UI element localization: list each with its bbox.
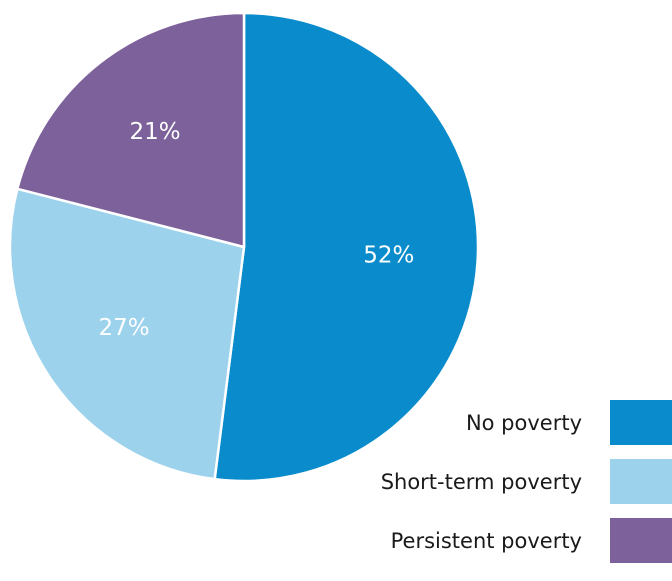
legend-label-persistent-poverty: Persistent poverty [390, 528, 582, 553]
legend-item-persistent-poverty: Persistent poverty [292, 518, 672, 563]
slice-label-short-term-poverty: 27% [98, 315, 149, 341]
legend-swatch-persistent-poverty [610, 518, 672, 563]
legend-label-no-poverty: No poverty [465, 410, 582, 435]
legend-swatch-short-term-poverty [610, 459, 672, 504]
pie-slices [8, 11, 480, 483]
legend-swatch-no-poverty [610, 400, 672, 445]
pie-slice-no-poverty [213, 11, 480, 483]
pie-slice-persistent-poverty [16, 11, 246, 249]
legend-label-short-term-poverty: Short-term poverty [380, 469, 582, 494]
legend: No poverty Short-term poverty Persistent… [292, 400, 672, 577]
slice-label-persistent-poverty: 21% [130, 119, 181, 145]
legend-item-short-term-poverty: Short-term poverty [292, 459, 672, 504]
pie-slice-short-term-poverty [8, 187, 246, 481]
legend-item-no-poverty: No poverty [292, 400, 672, 445]
slice-label-no-poverty: 52% [363, 243, 414, 269]
pie-slice-labels: 52% 27% 21% [98, 119, 414, 341]
